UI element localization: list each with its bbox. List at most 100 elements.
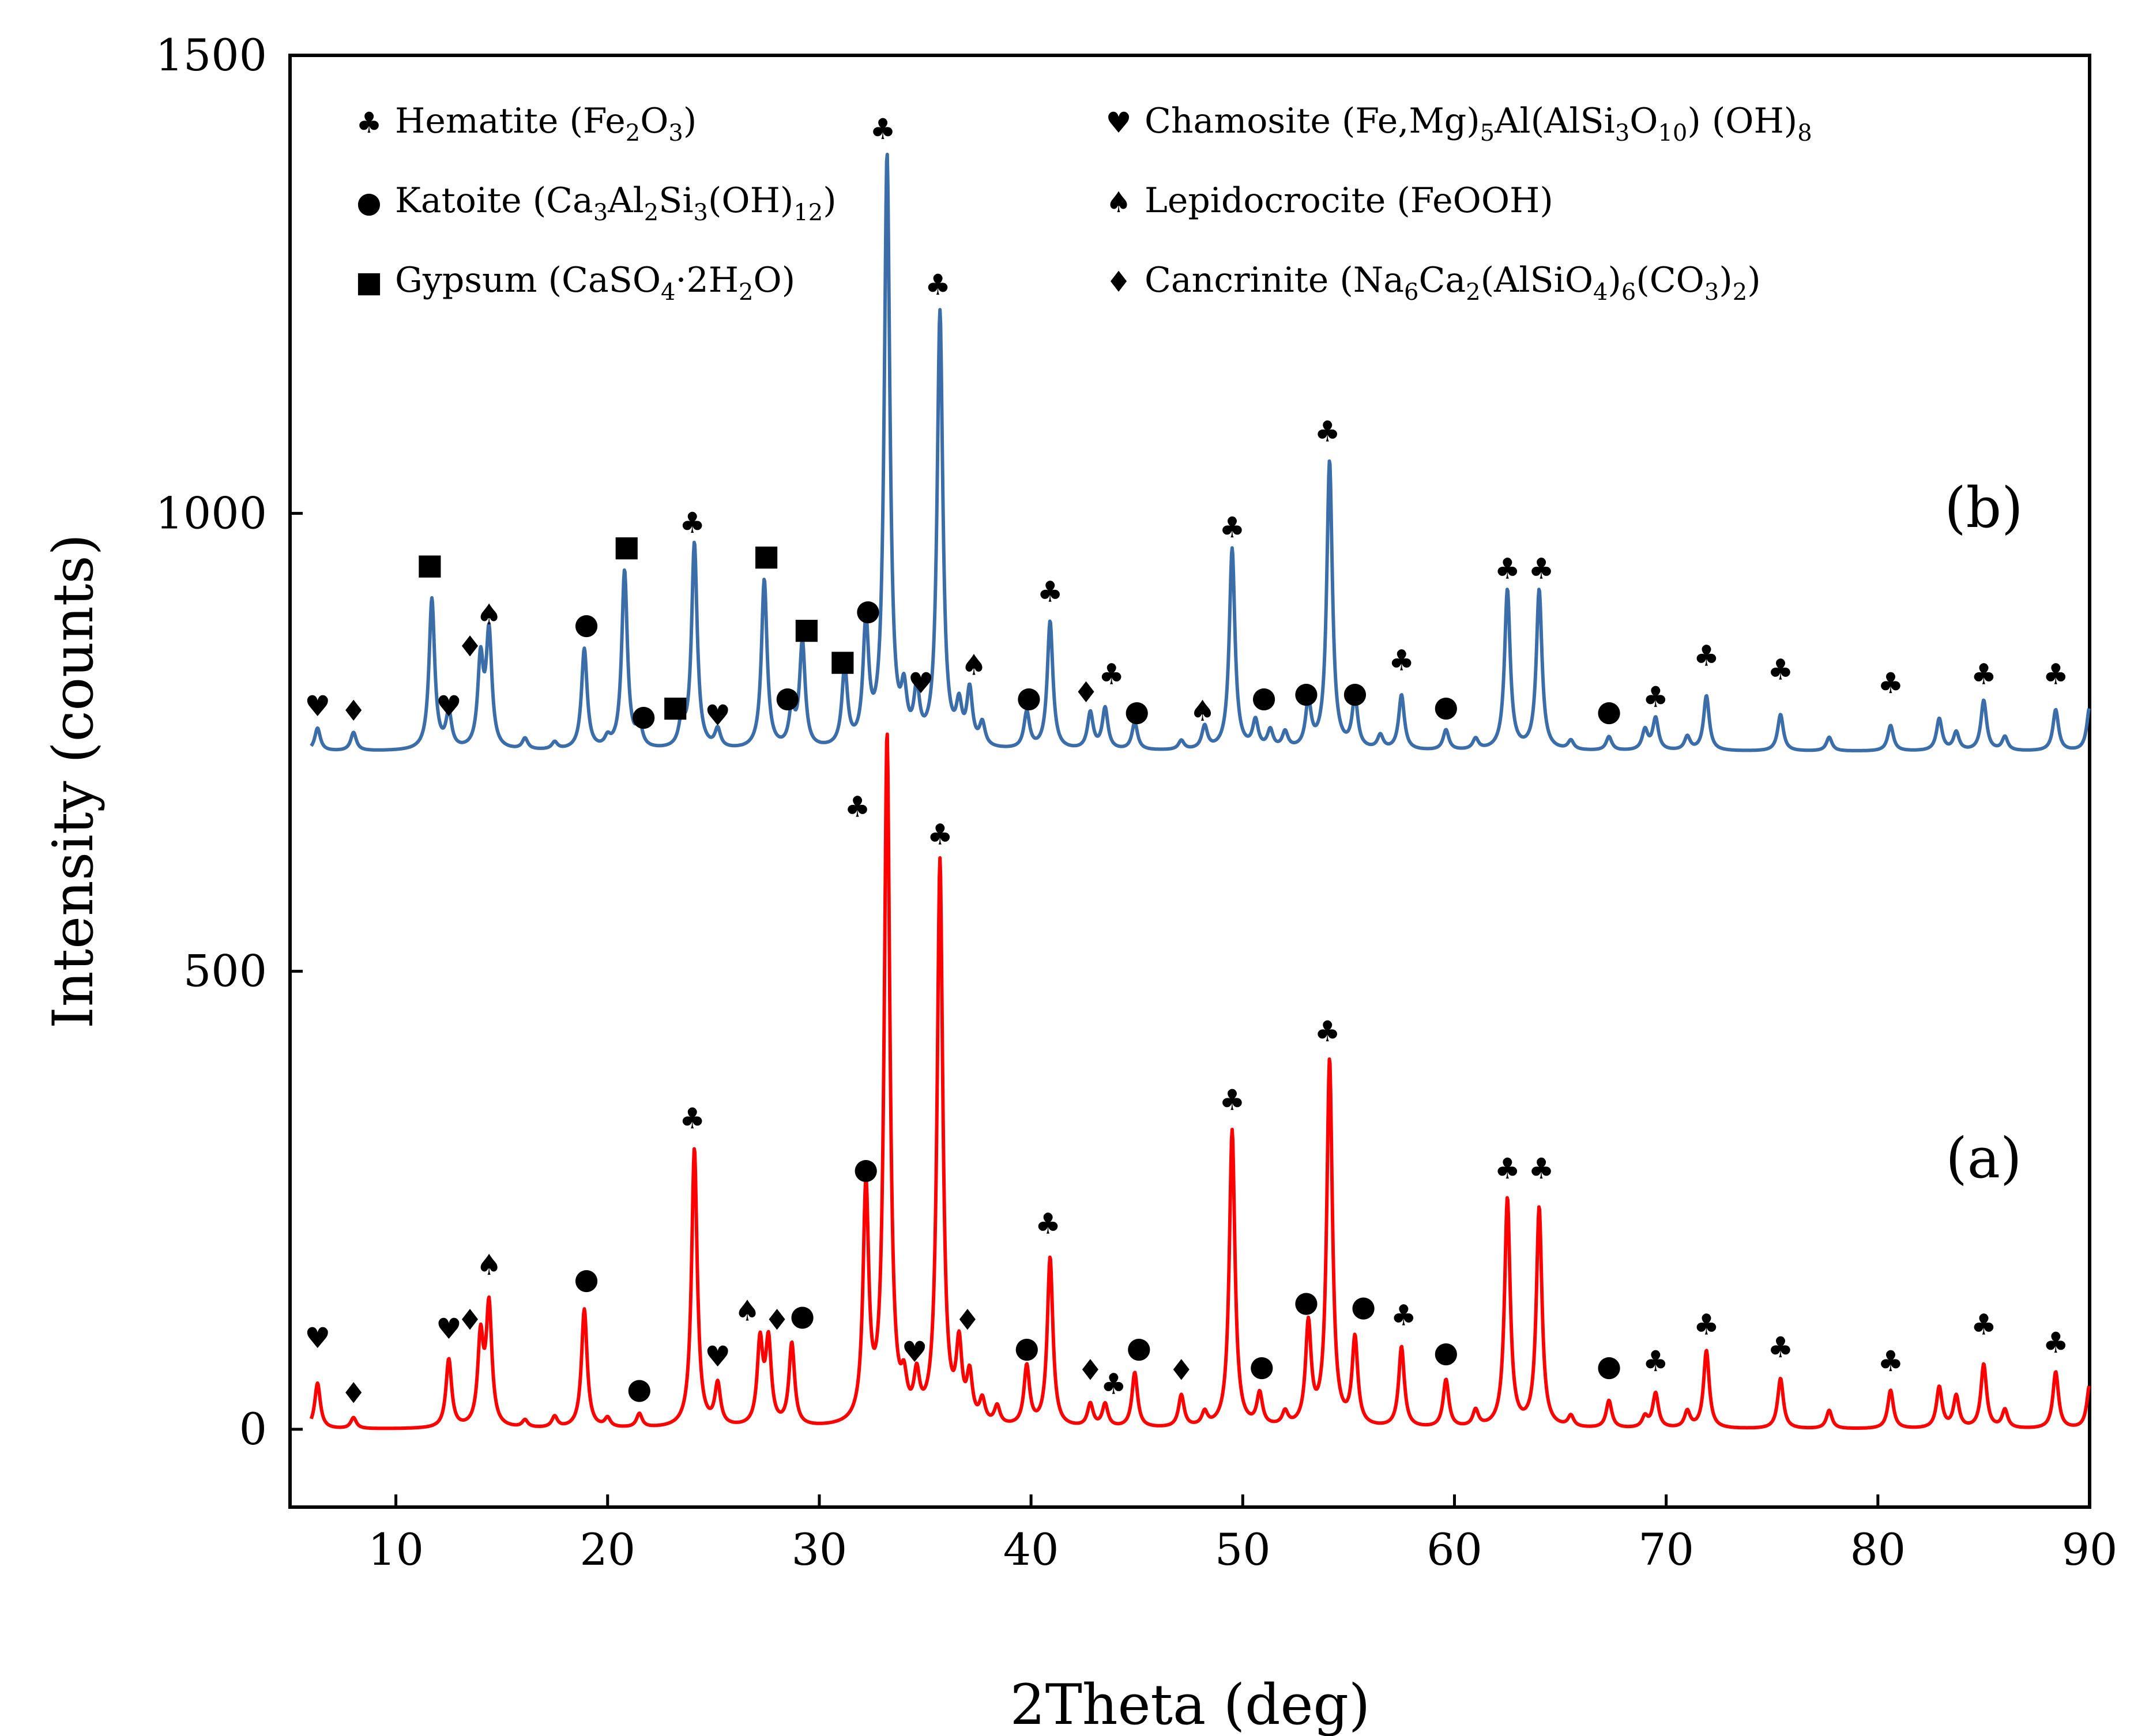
lepidocrocite-marker: ♠ bbox=[476, 1248, 502, 1282]
cancrinite-marker: ♦ bbox=[457, 630, 483, 664]
legend: ♣ Hematite (Fe2O3) ● Katoite (Ca3Al2Si3(OH)… bbox=[355, 101, 1812, 306]
y-tick-label: 1000 bbox=[156, 487, 267, 539]
katoite-marker: ● bbox=[1351, 1289, 1376, 1323]
hematite-marker: ♣ bbox=[1101, 1368, 1127, 1401]
hematite-marker: ♣ bbox=[1037, 575, 1063, 608]
hematite-marker: ♣ bbox=[1529, 1152, 1555, 1185]
panel-label-b: (b) bbox=[1944, 476, 2023, 540]
chamosite-marker: ♥ bbox=[304, 690, 330, 723]
x-axis-title: 2Theta (deg) bbox=[1010, 1673, 1371, 1736]
hematite-marker: ♣ bbox=[1643, 1345, 1669, 1378]
legend-entry: Katoite (Ca3Al2Si3(OH)12) bbox=[395, 180, 837, 226]
cancrinite-marker: ♦ bbox=[341, 694, 367, 728]
katoite-marker: ● bbox=[1342, 676, 1368, 709]
katoite-marker: ● bbox=[853, 1152, 879, 1185]
axis-ticks: 10 20 30 40 50 60 70 80 90 0 500 1000 1500 bbox=[156, 29, 2118, 1575]
gypsum-marker: ■ bbox=[829, 644, 856, 677]
katoite-marker: ● bbox=[1251, 680, 1277, 714]
hematite-marker: ♣ bbox=[1643, 680, 1669, 714]
legend-symbol: ♦ bbox=[1106, 265, 1132, 299]
katoite-marker: ● bbox=[1017, 680, 1042, 714]
katoite-marker: ● bbox=[574, 607, 599, 641]
hematite-marker: ♣ bbox=[1391, 1298, 1417, 1332]
x-tick-label: 20 bbox=[579, 1524, 635, 1575]
gypsum-marker: ■ bbox=[416, 548, 443, 581]
hematite-marker: ♣ bbox=[2043, 1326, 2069, 1360]
hematite-marker: ♣ bbox=[1693, 1308, 1719, 1341]
hematite-marker: ♣ bbox=[1877, 666, 1903, 700]
x-tick-label: 10 bbox=[368, 1524, 424, 1575]
hematite-marker: ♣ bbox=[1693, 639, 1719, 673]
chamosite-marker: ♥ bbox=[902, 1335, 928, 1369]
hematite-marker: ♣ bbox=[679, 506, 705, 540]
cancrinite-marker: ♦ bbox=[955, 1303, 981, 1336]
plot-frame bbox=[288, 54, 2091, 1509]
katoite-marker: ● bbox=[1014, 1331, 1040, 1364]
hematite-marker: ♣ bbox=[1877, 1345, 1903, 1378]
legend-entry: Gypsum (CaSO4·2H2O) bbox=[395, 260, 795, 306]
chamosite-marker: ♥ bbox=[705, 1340, 731, 1373]
hematite-marker: ♣ bbox=[2043, 657, 2069, 691]
series-line-a bbox=[309, 732, 2091, 1430]
panel-label-a: (a) bbox=[1945, 1126, 2022, 1191]
y-tick-label: 500 bbox=[183, 946, 267, 997]
katoite-marker: ● bbox=[574, 1262, 599, 1296]
hematite-marker: ♣ bbox=[1971, 1308, 1997, 1341]
hematite-marker: ♣ bbox=[1971, 657, 1997, 691]
legend-entry: Cancrinite (Na6Ca2(AlSiO4)6(CO3)2) bbox=[1145, 260, 1761, 306]
lepidocrocite-marker: ♠ bbox=[1190, 694, 1215, 728]
cancrinite-marker: ♦ bbox=[457, 1303, 483, 1336]
chamosite-marker: ♥ bbox=[436, 690, 462, 723]
x-tick-label: 80 bbox=[1850, 1524, 1906, 1575]
cancrinite-marker: ♦ bbox=[764, 1303, 790, 1336]
panel-labels: (a) (b) bbox=[1944, 476, 2023, 1191]
y-tick-label: 1500 bbox=[156, 29, 267, 81]
hematite-marker: ♣ bbox=[679, 1102, 705, 1135]
katoite-marker: ● bbox=[1433, 1335, 1459, 1369]
katoite-marker: ● bbox=[1124, 694, 1150, 728]
series-line-b bbox=[310, 152, 2091, 752]
hematite-marker: ♣ bbox=[1768, 1331, 1794, 1364]
x-tick-label: 70 bbox=[1638, 1524, 1694, 1575]
lepidocrocite-marker: ♠ bbox=[735, 1294, 761, 1327]
legend-symbol: ■ bbox=[355, 265, 382, 299]
katoite-marker: ● bbox=[1249, 1349, 1275, 1383]
chamosite-marker: ♥ bbox=[705, 699, 731, 732]
katoite-marker: ● bbox=[856, 593, 881, 627]
y-tick-label: 0 bbox=[239, 1403, 267, 1455]
hematite-marker: ♣ bbox=[1768, 653, 1794, 686]
katoite-marker: ● bbox=[1597, 1349, 1622, 1383]
x-tick-label: 90 bbox=[2062, 1524, 2118, 1575]
cancrinite-marker: ♦ bbox=[341, 1376, 367, 1410]
chamosite-marker: ♥ bbox=[908, 666, 934, 700]
x-tick-label: 40 bbox=[1003, 1524, 1059, 1575]
cancrinite-marker: ♦ bbox=[1078, 1354, 1104, 1387]
hematite-marker: ♣ bbox=[1035, 1207, 1061, 1241]
katoite-marker: ● bbox=[1127, 1331, 1152, 1364]
legend-symbol: ● bbox=[356, 186, 382, 219]
hematite-marker: ♣ bbox=[1220, 511, 1245, 544]
legend-entry: Hematite (Fe2O3) bbox=[395, 101, 697, 146]
katoite-marker: ● bbox=[1433, 690, 1459, 723]
chamosite-marker: ♥ bbox=[436, 1312, 462, 1346]
x-tick-label: 30 bbox=[792, 1524, 848, 1575]
x-tick-label: 60 bbox=[1427, 1524, 1482, 1575]
katoite-marker: ● bbox=[627, 1372, 652, 1405]
x-tick-label: 50 bbox=[1215, 1524, 1271, 1575]
y-axis-title: Intensity (counts) bbox=[41, 534, 106, 1029]
hematite-marker: ♣ bbox=[845, 790, 871, 824]
hematite-marker: ♣ bbox=[1315, 1015, 1341, 1048]
hematite-marker: ♣ bbox=[1529, 552, 1555, 586]
hematite-marker: ♣ bbox=[1495, 552, 1520, 586]
hematite-marker: ♣ bbox=[1388, 644, 1414, 677]
katoite-marker: ● bbox=[790, 1298, 815, 1332]
gypsum-marker: ■ bbox=[662, 690, 689, 723]
legend-symbol: ♠ bbox=[1106, 186, 1132, 219]
legend-entry: Chamosite (Fe,Mg)5Al(AlSi3O10) (OH)8 bbox=[1145, 101, 1812, 146]
lepidocrocite-marker: ♠ bbox=[476, 598, 502, 631]
cancrinite-marker: ♦ bbox=[1073, 676, 1099, 709]
hematite-marker: ♣ bbox=[1315, 415, 1341, 448]
gypsum-marker: ■ bbox=[793, 612, 820, 645]
gypsum-marker: ■ bbox=[753, 539, 780, 572]
